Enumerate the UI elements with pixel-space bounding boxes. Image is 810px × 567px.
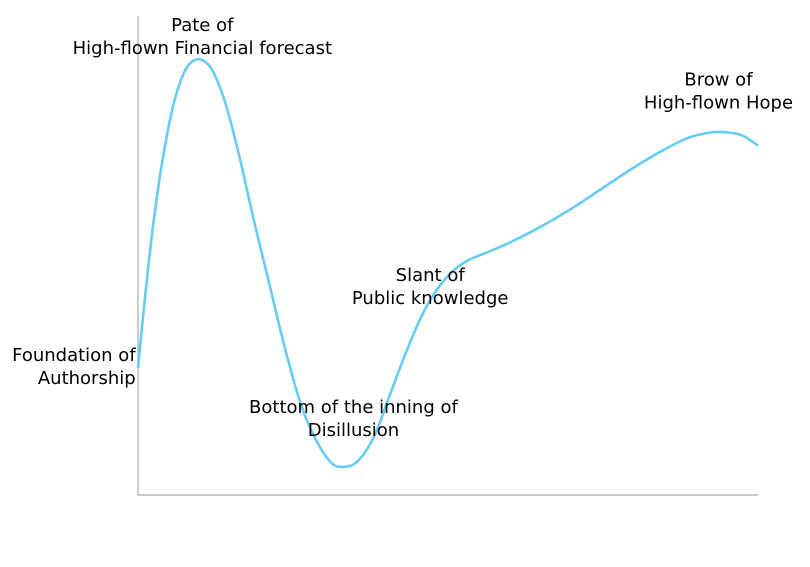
annotation-line: Foundation of	[12, 345, 136, 366]
annotation-peak-expectations: Pate of High-flown Financial forecast	[73, 15, 332, 59]
annotation-line: High-flown Financial forecast	[73, 38, 332, 59]
annotation-trough: Bottom of the inning of Disillusion	[249, 397, 458, 441]
series-line-0	[136, 57, 759, 469]
annotation-line: High-flown Hope	[644, 93, 793, 114]
annotation-line: Authorship	[38, 368, 136, 389]
annotation-line: Slant of	[396, 265, 466, 286]
annotation-line: Bottom of the inning of	[249, 397, 458, 418]
annotation-plateau: Brow of High-flown Hope	[644, 70, 793, 114]
series-layer	[136, 57, 759, 469]
annotation-line: Brow of	[684, 70, 753, 91]
annotation-line: Pate of	[171, 15, 234, 36]
annotation-slope: Slant of Public knowledge	[352, 265, 509, 309]
annotation-line: Public knowledge	[352, 288, 509, 309]
annotation-technology-trigger: Foundation of Authorship	[12, 345, 136, 389]
annotation-line: Disillusion	[308, 420, 399, 441]
